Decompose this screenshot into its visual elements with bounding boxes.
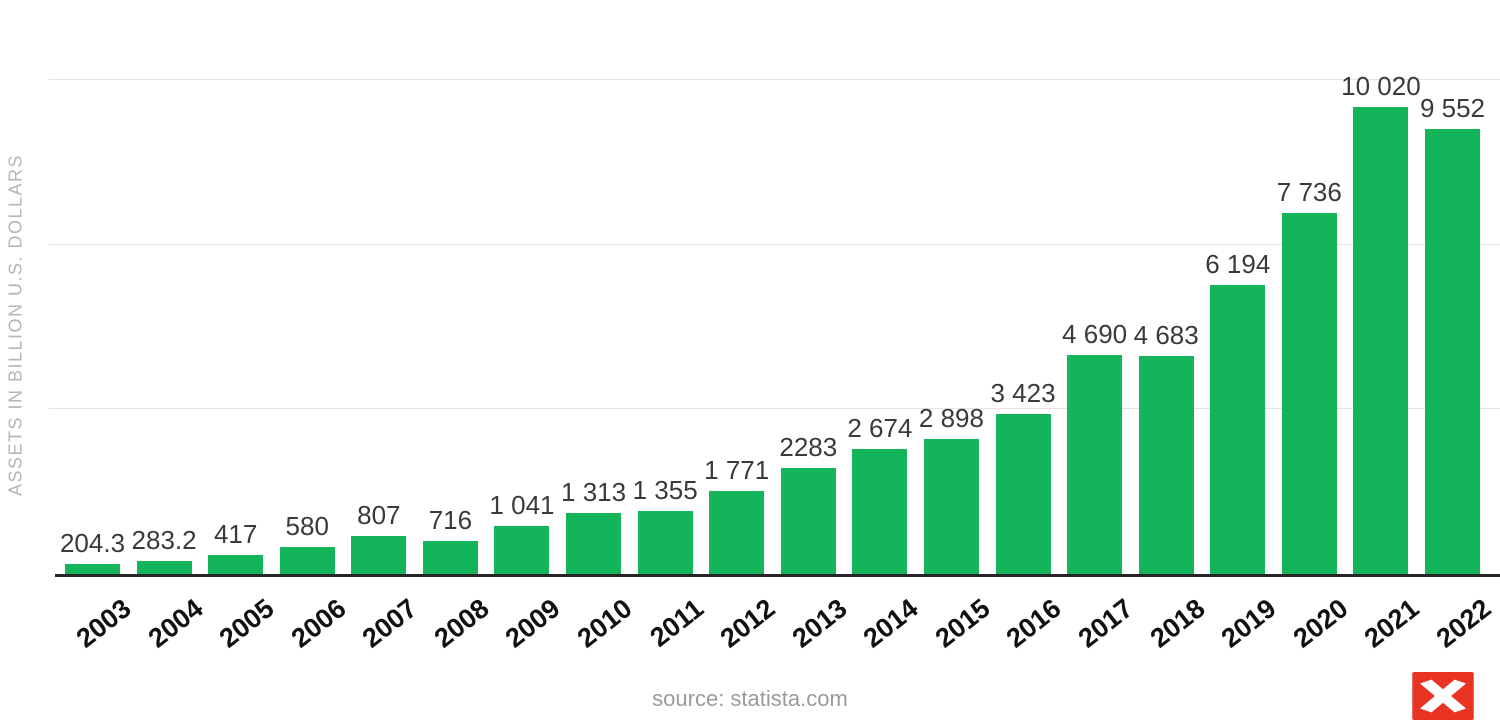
bar-2017: 4 690 bbox=[1062, 319, 1127, 574]
x-tick-2005: 2005 bbox=[208, 579, 280, 679]
x-tick-2014: 2014 bbox=[852, 579, 924, 679]
x-tick-2019: 2019 bbox=[1210, 579, 1282, 679]
bar-value-label: 580 bbox=[285, 510, 329, 541]
bar-value-label: 716 bbox=[428, 504, 473, 535]
x-tick-label: 2006 bbox=[285, 593, 352, 654]
y-axis-title: ASSETS IN BILLION U.S. DOLLARS bbox=[5, 153, 26, 497]
bar-value-label: 1 041 bbox=[489, 489, 555, 520]
bar-value-label: 10 020 bbox=[1341, 71, 1421, 102]
x-tick-label: 2015 bbox=[929, 593, 996, 654]
x-tick-label: 2018 bbox=[1144, 593, 1211, 654]
bar-2006: 580 bbox=[279, 511, 335, 574]
statista-logo bbox=[1412, 672, 1474, 720]
statista-logo-icon bbox=[1412, 672, 1474, 720]
bar-2008: 716 bbox=[422, 505, 478, 574]
bar-value-label: 807 bbox=[357, 500, 401, 531]
bar-2009: 1 041 bbox=[489, 490, 555, 574]
x-tick-2012: 2012 bbox=[709, 579, 781, 679]
bar-2016: 3 423 bbox=[990, 378, 1056, 574]
x-tick-2010: 2010 bbox=[566, 579, 638, 679]
bar-2011: 1 355 bbox=[633, 475, 698, 574]
bar-2014: 2 674 bbox=[847, 413, 912, 574]
bar-value-label: 2 898 bbox=[918, 402, 984, 433]
bar-value-label: 4 690 bbox=[1062, 319, 1128, 350]
x-tick-label: 2003 bbox=[70, 593, 137, 654]
bar-2019: 6 194 bbox=[1205, 249, 1270, 574]
x-tick-label: 2011 bbox=[644, 593, 710, 653]
x-tick-2017: 2017 bbox=[1067, 579, 1139, 679]
bar-value-label: 9 552 bbox=[1419, 92, 1486, 123]
x-tick-label: 2008 bbox=[428, 593, 495, 654]
bar-value-label: 283.2 bbox=[131, 524, 197, 555]
x-tick-2004: 2004 bbox=[137, 579, 208, 679]
bar-value-label: 3 423 bbox=[990, 378, 1056, 409]
bar-value-label: 7 736 bbox=[1276, 177, 1342, 208]
x-tick-label: 2016 bbox=[1001, 593, 1067, 654]
x-tick-label: 2020 bbox=[1287, 593, 1354, 654]
x-tick-label: 2010 bbox=[571, 593, 638, 654]
x-tick-2006: 2006 bbox=[280, 579, 351, 679]
x-tick-2003: 2003 bbox=[65, 579, 137, 679]
x-tick-label: 2007 bbox=[356, 593, 423, 654]
x-tick-2016: 2016 bbox=[996, 579, 1067, 679]
x-tick-2015: 2015 bbox=[924, 579, 996, 679]
gridline bbox=[49, 79, 1500, 80]
x-tick-label: 2014 bbox=[858, 593, 924, 654]
bar-2010: 1 313 bbox=[561, 477, 626, 574]
x-axis-labels: 2003 2004 2005 2006 2007 2008 2009 2010 2011 2012… bbox=[55, 579, 1500, 679]
bar-2004: 283.2 bbox=[132, 525, 197, 574]
x-tick-label: 2021 bbox=[1359, 593, 1425, 654]
x-tick-2013: 2013 bbox=[781, 579, 852, 679]
bar-2012: 1 771 bbox=[704, 455, 769, 574]
x-tick-label: 2022 bbox=[1430, 593, 1497, 654]
bar-2018: 4 683 bbox=[1134, 320, 1199, 574]
x-tick-2007: 2007 bbox=[351, 579, 423, 679]
bar-2013: 2283 bbox=[779, 432, 837, 574]
source-note: source: statista.com bbox=[652, 686, 848, 711]
bar-value-label: 4 683 bbox=[1133, 319, 1199, 350]
x-tick-2020: 2020 bbox=[1282, 579, 1353, 679]
bar-2022: 9 552 bbox=[1420, 93, 1485, 574]
gridline bbox=[49, 408, 1500, 410]
x-tick-2008: 2008 bbox=[423, 579, 495, 679]
bar-value-label: 6 194 bbox=[1205, 249, 1271, 280]
x-tick-label: 2004 bbox=[142, 593, 209, 654]
bar-2015: 2 898 bbox=[919, 403, 984, 574]
x-tick-2018: 2018 bbox=[1139, 579, 1210, 679]
x-tick-label: 2005 bbox=[213, 593, 280, 654]
bar-value-label: 1 355 bbox=[632, 474, 698, 505]
bar-value-label: 204.3 bbox=[59, 528, 126, 559]
bar-value-label: 417 bbox=[213, 518, 258, 549]
bars: 204.3 283.2 417 580 807 716 1 041 1 313 1 355 1 7… bbox=[55, 71, 1500, 574]
plot-area: 204.3 283.2 417 580 807 716 1 041 1 313 1 355 1 7… bbox=[49, 71, 1500, 577]
bar-value-label: 2283 bbox=[779, 431, 838, 462]
bar-2003: 204.3 bbox=[60, 528, 125, 574]
gridline bbox=[49, 243, 1500, 245]
x-tick-label: 2017 bbox=[1072, 593, 1139, 654]
bar-2020: 7 736 bbox=[1277, 177, 1342, 574]
bar-2005: 417 bbox=[208, 519, 264, 574]
x-tick-2011: 2011 bbox=[638, 579, 709, 679]
x-tick-2021: 2021 bbox=[1353, 579, 1425, 679]
bar-2021: 10 020 bbox=[1341, 71, 1421, 574]
x-tick-label: 2009 bbox=[500, 593, 566, 654]
x-tick-2022: 2022 bbox=[1425, 579, 1497, 679]
x-tick-label: 2019 bbox=[1215, 593, 1282, 654]
bar-value-label: 1 313 bbox=[561, 476, 627, 507]
x-tick-label: 2013 bbox=[786, 593, 853, 654]
x-tick-2009: 2009 bbox=[494, 579, 566, 679]
bar-2007: 807 bbox=[351, 500, 407, 574]
bar-value-label: 1 771 bbox=[704, 455, 770, 486]
x-tick-label: 2012 bbox=[714, 593, 781, 654]
bar-value-label: 2 674 bbox=[847, 413, 913, 444]
